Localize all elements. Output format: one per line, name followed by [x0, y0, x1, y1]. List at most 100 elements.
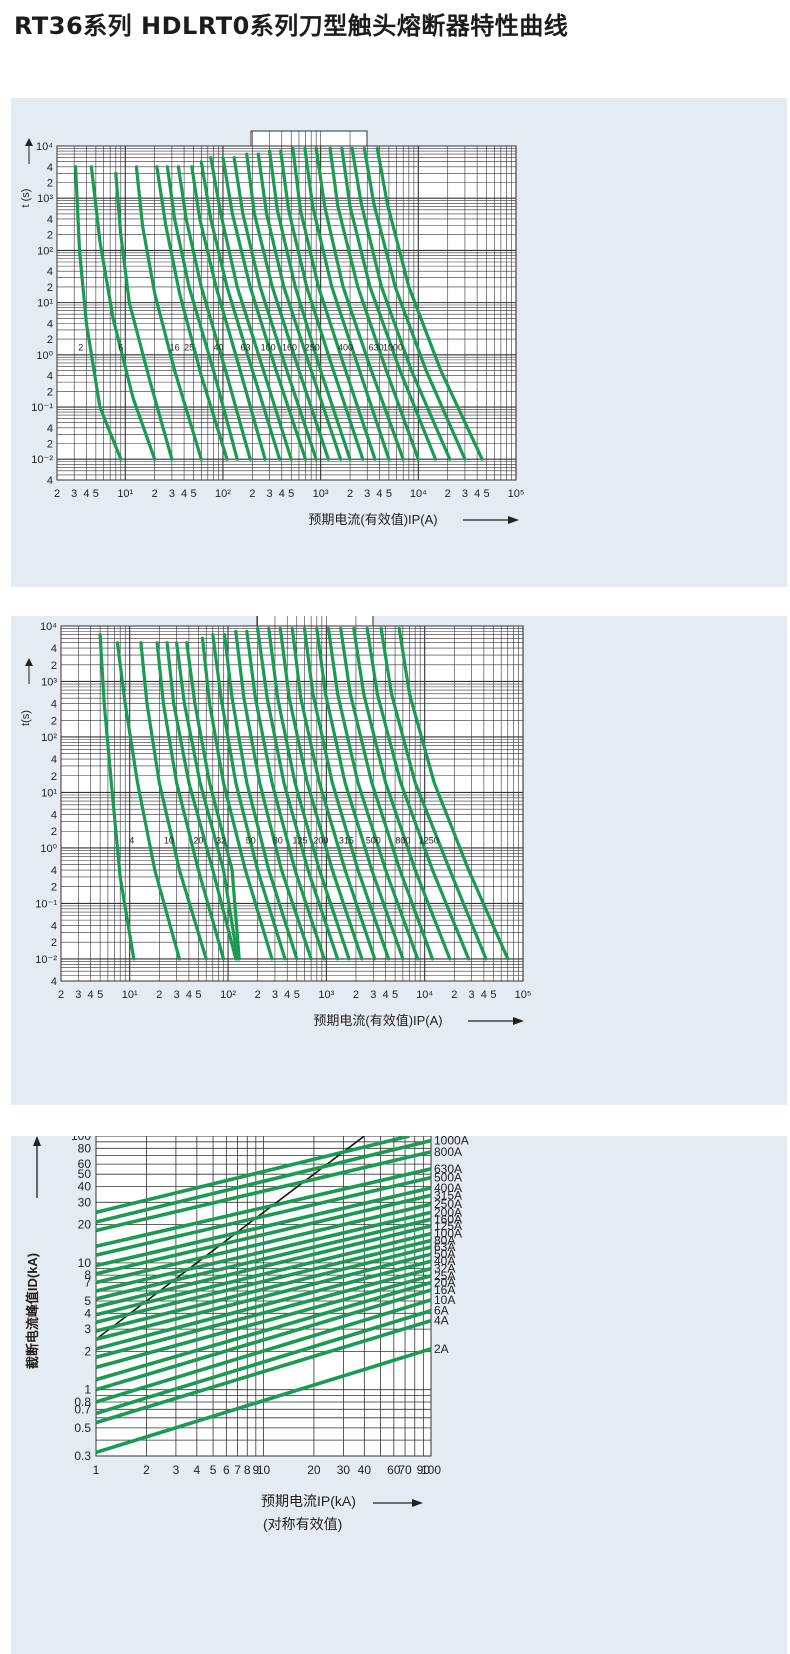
y-tick-label: 4	[51, 810, 57, 822]
y-tick-label: 0.7	[74, 1402, 91, 1416]
x-tick-label: 4	[284, 989, 290, 1001]
x-tick-label: 3	[169, 488, 175, 500]
series-label: 315A	[434, 1188, 462, 1202]
curve-630A	[340, 146, 438, 461]
series-label: 63A	[434, 1240, 455, 1254]
rating-label: 160	[282, 343, 297, 353]
curve-500A	[326, 626, 420, 961]
curve-1600A	[397, 626, 510, 961]
x-tick-label: 3	[173, 1463, 180, 1477]
y-tick-label: 10⁰	[40, 843, 57, 855]
cutoff-line-1000A	[95, 1138, 432, 1224]
chart-panel-2: 4 10 20 32 50 80 125 200 315 500 800 1250 2 3 4 5 10¹ 2 3 4…	[11, 616, 787, 1105]
rating-label: 25	[184, 343, 194, 353]
curve-16A	[155, 165, 229, 461]
x-tick-label: 6	[223, 1463, 230, 1477]
y-tick-label: 10⁴	[36, 141, 53, 153]
rating-label: 10	[164, 836, 174, 846]
y-tick-label: 1	[84, 1383, 91, 1397]
x-tick-label: 7	[234, 1463, 241, 1477]
x-tick-label: 2	[156, 989, 162, 1001]
y-tick-label: 60	[78, 1157, 92, 1171]
y-tick-label: 2	[84, 1344, 91, 1358]
y-tick-label: 10¹	[37, 298, 53, 310]
y-tick-label: 5	[84, 1294, 91, 1308]
rating-label: 1000	[383, 343, 403, 353]
curve-250A	[290, 626, 377, 961]
y-tick-label: 4	[47, 371, 53, 383]
x-tick-label: 3	[370, 989, 376, 1001]
series-label: 400A	[434, 1181, 462, 1195]
y-tick-label: 2	[47, 439, 53, 451]
x-tick-label: 2	[249, 488, 255, 500]
cutoff-line-250A	[95, 1202, 432, 1285]
x-tick-label: 9	[252, 1463, 259, 1477]
y-tick-label: 2	[47, 282, 53, 294]
y-tick-label: 10⁻²	[31, 454, 53, 466]
x-tick-label: 5	[93, 488, 99, 500]
x-tick-label: 30	[337, 1463, 351, 1477]
curve-80A	[232, 156, 318, 461]
curve-32A	[185, 641, 241, 961]
chart-panel-3: 2A 4A 6A 10A 16A 20A 25A 32A 40A 50A 63A 80A 100A 125…	[11, 1136, 787, 1654]
y-tick-label: 3	[84, 1322, 91, 1336]
curve-63A	[221, 156, 308, 461]
x-tick-label: 5	[294, 989, 300, 1001]
curve-160A	[267, 626, 351, 961]
rating-label: 500	[366, 836, 381, 846]
curve-50A	[211, 633, 287, 961]
x-axis-arrowhead	[513, 1017, 524, 1025]
rating-label: 80	[273, 836, 283, 846]
x-tick-label: 2	[58, 989, 64, 1001]
x-axis-arrowhead	[412, 1499, 423, 1507]
y-tick-label: 10²	[37, 245, 53, 257]
cutoff-line-1250A	[95, 1136, 410, 1215]
cutoff-line-80A	[95, 1238, 432, 1325]
x-tick-label: 2	[445, 488, 451, 500]
rating-label: 2	[78, 343, 83, 353]
cutoff-line-125A	[95, 1224, 432, 1309]
chart-panel-1: 2 6 16 25 40 63 100 160 250 400 630 1000 2 3 4 5 10¹ 2 3 4 5…	[11, 98, 787, 587]
rating-label: 250	[305, 343, 320, 353]
y-tick-label: 4	[47, 423, 53, 435]
series-label: 2A	[434, 1342, 449, 1356]
cutoff-line-40A	[95, 1259, 432, 1351]
curve-32A	[190, 165, 267, 461]
x-tick-label: 2	[143, 1463, 150, 1477]
curve-20A	[165, 165, 239, 461]
y-tick-label: 2	[51, 882, 57, 894]
series-label: 20A	[434, 1275, 455, 1289]
curve-1250A	[375, 146, 484, 461]
y-tick-label: 4	[51, 976, 57, 988]
rating-label: 125	[293, 836, 308, 846]
curve-100A	[245, 629, 326, 961]
rating-label: 40	[213, 343, 223, 353]
y-axis-label: t(s)	[20, 710, 32, 726]
x-tick-label: 4	[376, 488, 382, 500]
series-label: 25A	[434, 1269, 455, 1283]
y-tick-label: 4	[47, 475, 53, 487]
x-tick-label: 3	[267, 488, 273, 500]
curve-250A	[291, 146, 377, 461]
x-tick-label: 4	[181, 488, 187, 500]
x-tick-label: 5	[490, 989, 496, 1001]
cutoff-line-160A	[95, 1217, 432, 1301]
x-tick-label: 3	[71, 488, 77, 500]
y-tick-label: 2	[47, 177, 53, 189]
curve-1250A	[379, 626, 488, 961]
x-tick-label: 3	[272, 989, 278, 1001]
x-tick-label: 10	[257, 1463, 271, 1477]
curve-63A	[222, 633, 299, 961]
curve-80A	[234, 629, 313, 961]
series-label: 630A	[434, 1162, 462, 1176]
y-tick-label: 50	[78, 1167, 92, 1181]
curve-1000A	[362, 146, 467, 461]
y-tick-label: 2	[47, 386, 53, 398]
cut-off-current-chart: 2A4A6A10A16A20A25A32A40A50A63A80A100A125…	[25, 1136, 469, 1532]
x-axis-label: 预期电流(有效值)IP(A)	[313, 1013, 442, 1028]
y-tick-label: 10³	[37, 193, 53, 205]
curve-400A	[315, 626, 405, 961]
y-tick-label: 30	[78, 1195, 92, 1209]
cutoff-line-500A	[95, 1175, 432, 1257]
